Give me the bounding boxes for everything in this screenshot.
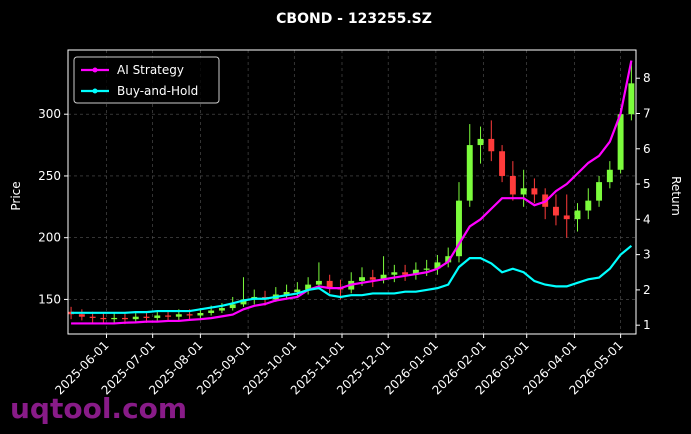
candle-body [509,175,516,195]
candle-body [456,200,462,257]
candle-body [402,272,409,275]
candle-body [617,114,624,170]
y-tick-label: 300 [38,107,61,121]
chart-title: CBOND - 123255.SZ [276,11,432,27]
candle-body [596,182,603,201]
y2-tick-label: 4 [643,212,651,226]
y2-tick-label: 2 [643,283,651,297]
candle-body [606,169,613,183]
return-line [71,244,633,314]
y2-axis-label: Return [669,176,683,216]
candle-body [186,314,193,316]
y-tick-label: 150 [38,292,61,306]
candle-body [412,269,419,275]
legend-label: AI Strategy [117,63,184,77]
candle-body [78,314,85,317]
candle-body [294,289,301,293]
y-tick-label: 250 [38,169,61,183]
candle-body [240,299,247,305]
candle-body [305,284,312,290]
candle-body [132,316,139,320]
candle-body [466,145,473,201]
candle-body [531,188,538,195]
candle-body [434,262,441,269]
y2-tick-label: 1 [643,318,651,332]
y2-tick-label: 5 [643,177,651,191]
legend-marker [92,67,98,73]
candle-body [283,292,290,295]
return-line [71,60,633,325]
candle-body [585,200,592,211]
candle-body [154,315,161,318]
candle-body [477,138,484,146]
candle-body [143,316,150,318]
y-tick-label: 200 [38,231,61,245]
watermark: uqtool.com [10,392,187,425]
candle-body [208,310,215,314]
legend-label: Buy-and-Hold [117,84,198,98]
candle-body [488,138,495,152]
candle-body [380,274,387,280]
candle-body [89,316,96,318]
candle-body [121,317,128,320]
candle-body [445,256,452,263]
candle-body [628,83,635,115]
candle-body [499,151,506,176]
candle-body [520,188,527,195]
candle-body [175,314,182,317]
y2-tick-label: 7 [643,107,651,121]
candle-body [574,210,581,220]
candle-body [165,315,172,317]
legend-marker [92,88,98,94]
candle-body [326,280,333,288]
candle-body [229,304,236,309]
candle-body [369,277,376,280]
candle-body [552,206,559,216]
candle-body [111,317,118,320]
candle-body [391,272,398,275]
candle-body [423,268,430,270]
candle-body [100,317,107,320]
y2-tick-label: 3 [643,248,651,262]
candle-body [359,277,365,281]
candle-body [315,280,322,285]
y2-tick-label: 8 [643,71,651,85]
candle-body [563,215,570,220]
legend-box [73,56,220,104]
plot-frame [67,49,637,335]
candle-body [218,308,225,311]
y2-tick-label: 6 [643,142,651,156]
y-axis-label: Price [9,181,23,210]
candle-body [197,313,204,316]
